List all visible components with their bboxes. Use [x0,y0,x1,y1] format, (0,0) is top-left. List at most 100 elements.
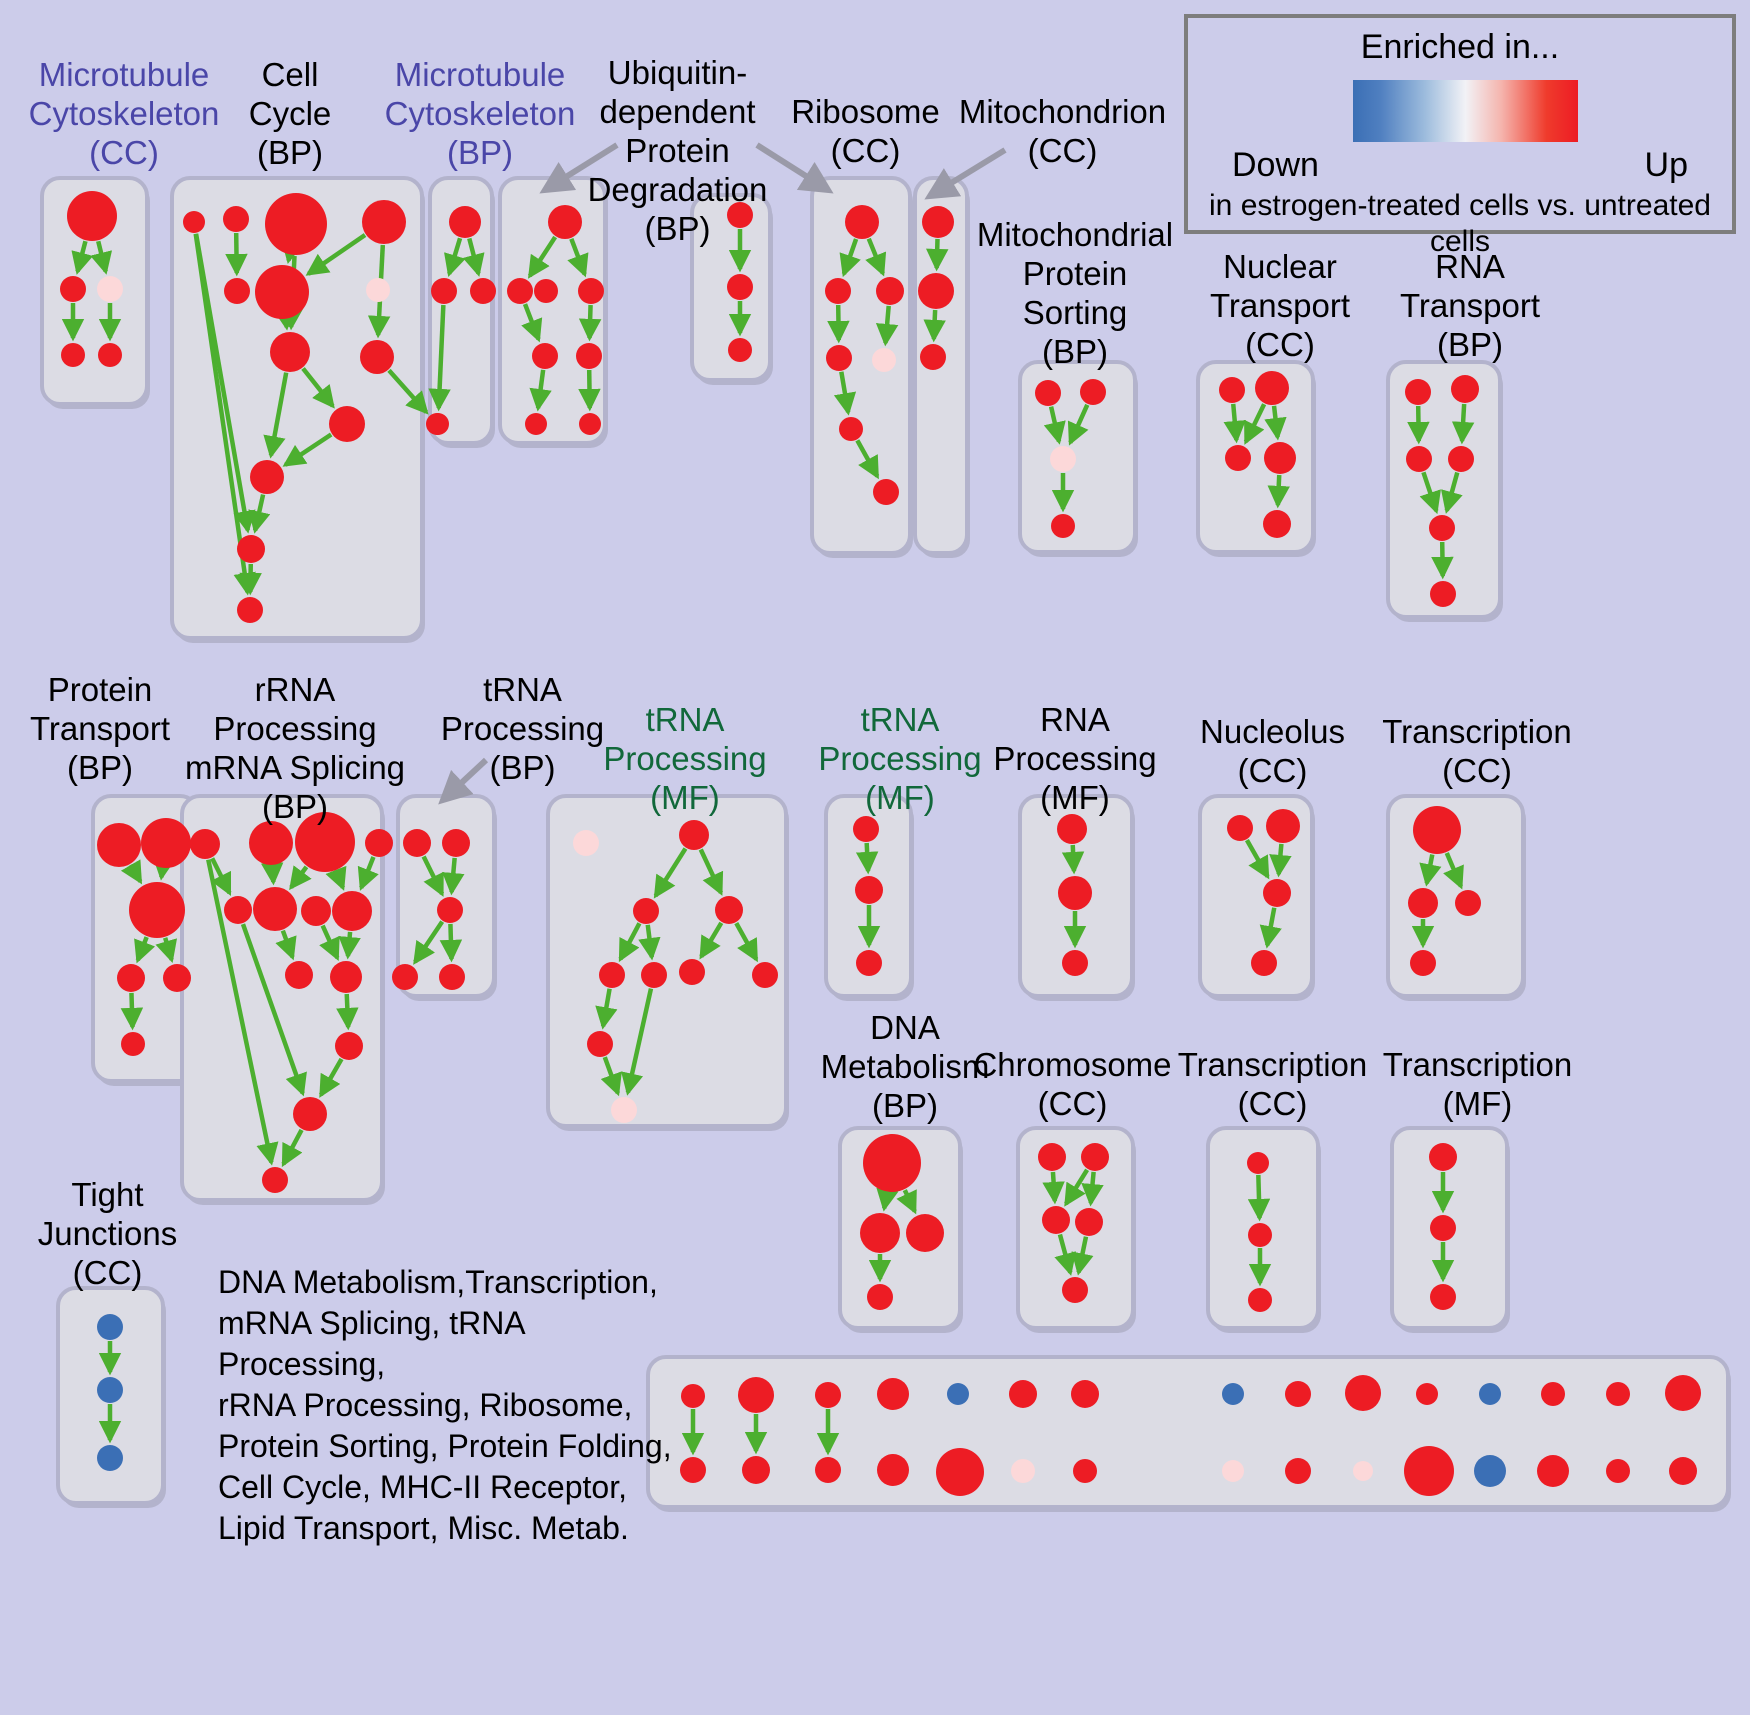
go-term-node[interactable] [1050,446,1076,472]
go-term-node[interactable] [1479,1383,1501,1405]
go-term-node[interactable] [97,1445,123,1471]
go-term-node[interactable] [61,343,85,367]
go-term-node[interactable] [587,1031,613,1057]
go-term-node[interactable] [365,829,393,857]
go-term-node[interactable] [1251,950,1277,976]
go-term-node[interactable] [1606,1382,1630,1406]
go-term-node[interactable] [920,344,946,370]
go-term-node[interactable] [1451,375,1479,403]
go-term-node[interactable] [906,1214,944,1252]
go-term-node[interactable] [877,1454,909,1486]
go-term-node[interactable] [1429,1143,1457,1171]
go-term-node[interactable] [1011,1459,1035,1483]
go-term-node[interactable] [1219,377,1245,403]
go-term-node[interactable] [853,816,879,842]
go-term-node[interactable] [98,343,122,367]
go-term-node[interactable] [329,406,365,442]
go-term-node[interactable] [633,898,659,924]
go-term-node[interactable] [190,829,220,859]
go-term-node[interactable] [1058,876,1092,910]
go-term-node[interactable] [1413,806,1461,854]
go-term-node[interactable] [573,830,599,856]
go-term-node[interactable] [845,205,879,239]
go-term-node[interactable] [860,1213,900,1253]
go-term-node[interactable] [1057,814,1087,844]
go-term-node[interactable] [366,278,390,302]
go-term-node[interactable] [1038,1143,1066,1171]
go-term-node[interactable] [1264,442,1296,474]
go-term-node[interactable] [1353,1461,1373,1481]
go-term-node[interactable] [947,1383,969,1405]
go-term-node[interactable] [1248,1288,1272,1312]
go-term-node[interactable] [578,278,604,304]
go-term-node[interactable] [936,1448,984,1496]
go-term-node[interactable] [335,1032,363,1060]
go-term-node[interactable] [534,279,558,303]
go-term-node[interactable] [1222,1460,1244,1482]
go-term-node[interactable] [611,1097,637,1123]
go-term-node[interactable] [431,278,457,304]
go-term-node[interactable] [442,829,470,857]
go-term-node[interactable] [1455,890,1481,916]
go-term-node[interactable] [679,820,709,850]
go-term-node[interactable] [253,887,297,931]
go-term-node[interactable] [863,1134,921,1192]
go-term-node[interactable] [1410,950,1436,976]
go-term-node[interactable] [856,950,882,976]
go-term-node[interactable] [1405,379,1431,405]
go-term-node[interactable] [679,959,705,985]
go-term-node[interactable] [825,278,851,304]
go-term-node[interactable] [1222,1383,1244,1405]
go-term-node[interactable] [1416,1383,1438,1405]
go-term-node[interactable] [1665,1375,1701,1411]
go-term-node[interactable] [1263,510,1291,538]
go-term-node[interactable] [270,332,310,372]
go-term-node[interactable] [285,961,313,989]
go-term-node[interactable] [1081,1143,1109,1171]
go-term-node[interactable] [1404,1446,1454,1496]
go-term-node[interactable] [97,823,141,867]
go-term-node[interactable] [1225,445,1251,471]
go-term-node[interactable] [1051,514,1075,538]
go-term-node[interactable] [1247,1152,1269,1174]
go-term-node[interactable] [1345,1375,1381,1411]
go-term-node[interactable] [293,1097,327,1131]
go-term-node[interactable] [1266,809,1300,843]
go-term-node[interactable] [826,345,852,371]
go-term-node[interactable] [918,273,954,309]
go-term-node[interactable] [97,1314,123,1340]
go-term-node[interactable] [403,829,431,857]
go-term-node[interactable] [362,200,406,244]
go-term-node[interactable] [360,340,394,374]
go-term-node[interactable] [839,417,863,441]
go-term-node[interactable] [742,1456,770,1484]
go-term-node[interactable] [1408,888,1438,918]
go-term-node[interactable] [117,964,145,992]
go-term-node[interactable] [815,1457,841,1483]
go-term-node[interactable] [1285,1381,1311,1407]
go-term-node[interactable] [1474,1455,1506,1487]
go-term-node[interactable] [1263,879,1291,907]
go-term-node[interactable] [332,891,372,931]
go-term-node[interactable] [183,211,205,233]
go-term-node[interactable] [1009,1380,1037,1408]
go-term-node[interactable] [599,962,625,988]
go-term-node[interactable] [237,535,265,563]
go-term-node[interactable] [532,343,558,369]
go-term-node[interactable] [439,964,465,990]
go-term-node[interactable] [121,1032,145,1056]
go-term-node[interactable] [1035,380,1061,406]
go-term-node[interactable] [224,278,250,304]
go-term-node[interactable] [1669,1457,1697,1485]
go-term-node[interactable] [301,896,331,926]
go-term-node[interactable] [426,413,448,435]
go-term-node[interactable] [873,479,899,505]
go-term-node[interactable] [752,962,778,988]
go-term-node[interactable] [265,193,327,255]
go-term-node[interactable] [1073,1459,1097,1483]
go-term-node[interactable] [855,876,883,904]
go-term-node[interactable] [1537,1455,1569,1487]
go-term-node[interactable] [262,1167,288,1193]
go-term-node[interactable] [67,191,117,241]
go-term-node[interactable] [579,413,601,435]
